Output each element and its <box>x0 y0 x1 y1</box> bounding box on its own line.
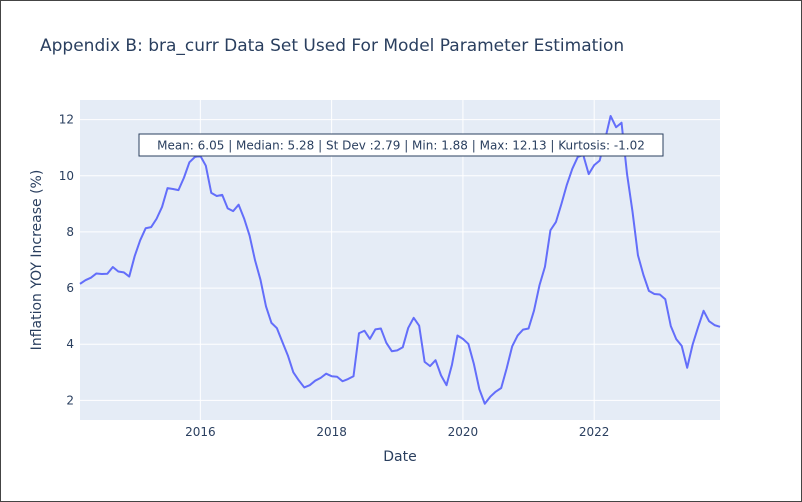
x-tick-label: 2020 <box>448 425 479 439</box>
x-tick-label: 2016 <box>185 425 216 439</box>
chart-title: Appendix B: bra_curr Data Set Used For M… <box>40 36 624 56</box>
y-tick-labels: 2 4 6 8 10 12 <box>59 113 74 408</box>
x-tick-label: 2018 <box>316 425 347 439</box>
x-axis-title: Date <box>383 449 416 465</box>
x-tick-labels: 2016 2018 2020 2022 <box>185 425 609 439</box>
x-tick-label: 2022 <box>579 425 610 439</box>
y-tick-label: 4 <box>66 337 74 351</box>
y-tick-label: 2 <box>66 393 74 407</box>
y-tick-label: 12 <box>59 113 74 127</box>
series-line <box>79 115 721 405</box>
y-tick-label: 10 <box>59 169 74 183</box>
y-tick-label: 8 <box>66 225 74 239</box>
y-axis-title: Inflation YOY Increase (%) <box>29 170 45 351</box>
stats-annotation-box <box>138 133 664 157</box>
y-tick-label: 6 <box>66 281 74 295</box>
stats-annotation: Mean: 6.05 | Median: 5.28 | St Dev :2.79… <box>157 139 645 153</box>
